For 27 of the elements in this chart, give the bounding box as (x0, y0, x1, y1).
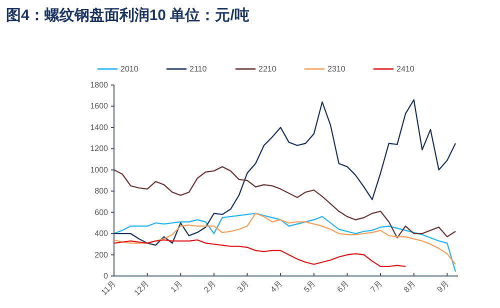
xtick: 6月 (335, 279, 351, 294)
ytick: 200 (94, 250, 108, 260)
legend-label: 2410 (396, 64, 414, 74)
ytick: 1600 (90, 102, 108, 111)
ytick: 400 (94, 229, 108, 238)
ytick: 600 (94, 208, 108, 217)
legend-label: 2010 (120, 64, 138, 74)
xtick: 2月 (202, 279, 218, 294)
ytick: 1400 (90, 122, 108, 132)
xtick: 9月 (435, 279, 451, 294)
title: 图4：螺纹钢盘面利润10 单位：元/吨 (6, 7, 250, 24)
legend-label: 2310 (328, 64, 346, 74)
legend-label: 2210 (258, 64, 276, 74)
xtick: 8月 (402, 279, 418, 294)
xtick: 1月 (168, 279, 184, 294)
xtick: 11月 (100, 279, 118, 297)
ytick: 0 (104, 272, 108, 280)
legend-label: 2110 (190, 64, 207, 74)
xtick: 5月 (302, 279, 318, 294)
xtick: 12月 (132, 279, 151, 298)
ytick: 1800 (90, 80, 108, 90)
xtick: 7月 (368, 279, 384, 294)
ytick: 1000 (90, 165, 108, 174)
xtick: 3月 (236, 279, 251, 294)
ytick: 800 (94, 186, 108, 196)
ytick: 1200 (90, 144, 108, 154)
xtick: 4月 (268, 279, 284, 294)
